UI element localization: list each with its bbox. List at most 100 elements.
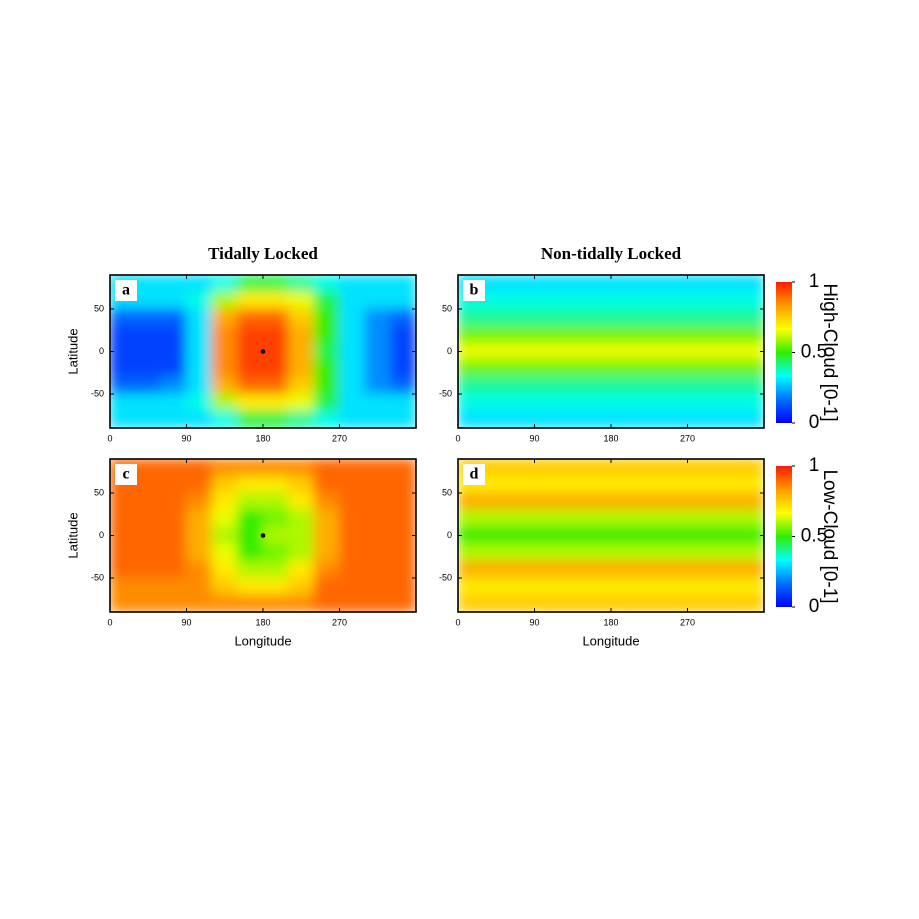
heat-cell — [585, 543, 612, 562]
heat-cell — [738, 342, 764, 361]
heat-cell — [313, 376, 340, 395]
heat-cell — [390, 594, 416, 612]
heat-cell — [738, 376, 764, 395]
panel-label: a — [122, 282, 130, 299]
heat-cell — [237, 560, 264, 579]
heat-cell — [534, 291, 561, 310]
heat-cell — [262, 410, 289, 428]
heat-cell — [364, 459, 391, 477]
x-tick-label: 270 — [332, 433, 347, 443]
colorbar-tick-label: 1 — [809, 271, 820, 292]
heat-cell — [186, 376, 213, 395]
heat-cell — [687, 459, 714, 477]
heat-cell — [186, 543, 213, 562]
heat-cell — [483, 543, 510, 562]
heat-cell — [585, 410, 612, 428]
panel-label-box — [115, 464, 137, 485]
heat-cell — [610, 393, 637, 412]
heat-cell — [288, 291, 315, 310]
heat-cell — [585, 393, 612, 412]
heat-cell — [262, 308, 289, 327]
heat-cell — [211, 291, 238, 310]
heat-cell — [508, 376, 535, 395]
heat-cell — [636, 594, 663, 612]
x-tick-label: 90 — [181, 433, 191, 443]
heat-cell — [559, 509, 586, 528]
heat-cell — [559, 359, 586, 378]
heat-cell — [339, 560, 366, 579]
heat-cell — [364, 359, 391, 378]
heat-cell — [559, 475, 586, 494]
heat-cell — [559, 594, 586, 612]
heat-cell — [687, 325, 714, 344]
heat-cell — [110, 492, 136, 511]
heat-cell — [661, 459, 688, 477]
heat-cell — [160, 342, 187, 361]
x-tick-label: 270 — [332, 617, 347, 627]
heat-cell — [135, 492, 162, 511]
y-tick-label: 0 — [447, 530, 452, 540]
heat-cell — [339, 325, 366, 344]
heat-cell — [483, 526, 510, 545]
heat-cell — [458, 509, 484, 528]
heat-cell — [211, 308, 238, 327]
heat-cell — [339, 410, 366, 428]
heat-cell — [110, 509, 136, 528]
colorbar-label: Low-Cloud [0-1] — [819, 469, 840, 603]
heat-cell — [610, 526, 637, 545]
heat-cell — [559, 393, 586, 412]
heat-cell — [262, 509, 289, 528]
x-tick-label: 180 — [603, 617, 618, 627]
heat-cell — [186, 410, 213, 428]
heat-cell — [211, 543, 238, 562]
heat-cell — [483, 410, 510, 428]
heat-cell — [186, 475, 213, 494]
heat-cell — [687, 526, 714, 545]
heat-cell — [339, 459, 366, 477]
heat-cell — [483, 325, 510, 344]
heat-cell — [712, 325, 739, 344]
heat-cell — [339, 308, 366, 327]
y-axis-label: Latitude — [65, 512, 80, 558]
y-axis-label: Latitude — [65, 328, 80, 374]
heat-cell — [186, 291, 213, 310]
heat-cell — [534, 393, 561, 412]
colorbar-tick-label: 0 — [809, 412, 820, 433]
heat-cell — [636, 509, 663, 528]
heat-cell — [160, 410, 187, 428]
heat-cell — [458, 376, 484, 395]
heat-cell — [390, 577, 416, 596]
heat-cell — [458, 393, 484, 412]
heat-cell — [110, 342, 136, 361]
heat-cell — [585, 492, 612, 511]
heat-cell — [687, 359, 714, 378]
heat-cell — [661, 291, 688, 310]
heat-cell — [339, 577, 366, 596]
heat-cell — [262, 526, 289, 545]
heat-cell — [186, 359, 213, 378]
heat-cell — [390, 526, 416, 545]
heat-cell — [661, 308, 688, 327]
heat-cell — [661, 342, 688, 361]
heat-cell — [585, 308, 612, 327]
heat-cell — [559, 577, 586, 596]
heat-cell — [534, 526, 561, 545]
heat-cell — [610, 492, 637, 511]
heat-cell — [687, 410, 714, 428]
heat-cell — [135, 475, 162, 494]
heat-cell — [364, 543, 391, 562]
heat-cell — [110, 594, 136, 612]
heat-cell — [585, 359, 612, 378]
panel-title: Tidally Locked — [208, 244, 318, 263]
heat-cell — [339, 393, 366, 412]
heat-cell — [160, 560, 187, 579]
heat-cell — [237, 308, 264, 327]
x-tick-label: 0 — [455, 433, 460, 443]
heat-cell — [186, 594, 213, 612]
heat-cell — [237, 342, 264, 361]
heat-cell — [508, 308, 535, 327]
heat-cell — [661, 410, 688, 428]
heat-cell — [313, 475, 340, 494]
heat-cell — [661, 325, 688, 344]
heat-cell — [636, 275, 663, 293]
